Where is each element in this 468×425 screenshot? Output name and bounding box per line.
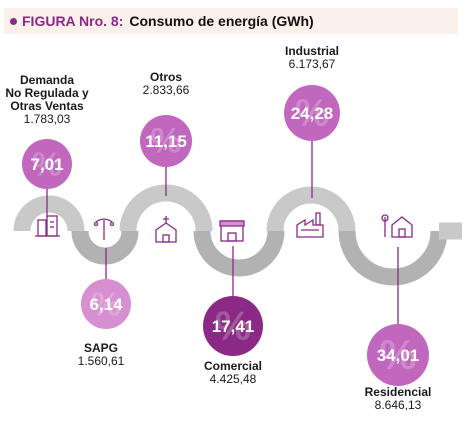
store-icon — [219, 220, 245, 242]
category-value: 6.173,67 — [289, 57, 336, 71]
category-value: 1.560,61 — [78, 354, 125, 368]
percent-value: 6,14 — [89, 295, 123, 314]
category-4: %17,41 — [203, 246, 263, 356]
percent-watermark: % — [150, 122, 181, 161]
percent-bubble — [22, 139, 72, 189]
road-arc-1 — [13, 195, 85, 232]
percent-watermark: % — [91, 285, 121, 323]
category-name: Otros — [150, 70, 182, 84]
figure-number: FIGURA Nro. 8: — [22, 13, 124, 29]
figure-title: Consumo de energía (GWh) — [129, 13, 314, 29]
category-name: Otras Ventas — [10, 99, 84, 113]
category-name: Comercial — [204, 359, 262, 373]
percent-bubble — [367, 324, 429, 386]
category-2: %6,14 — [81, 248, 131, 329]
percent-value: 11,15 — [145, 132, 187, 151]
category-value: 1.783,03 — [24, 112, 71, 126]
percent-watermark: % — [379, 331, 416, 378]
category-name: Residencial — [365, 385, 432, 399]
percent-value: 7,01 — [30, 155, 63, 174]
category-6: %34,01 — [367, 247, 429, 386]
figure-header: FIGURA Nro. 8: Consumo de energía (GWh) — [4, 8, 458, 34]
category-value: 8.646,13 — [375, 398, 422, 412]
buildings-icon — [35, 215, 60, 237]
category-name: SAPG — [84, 341, 118, 355]
percent-bubble — [140, 115, 192, 167]
church-icon — [155, 216, 177, 243]
category-5: %24,28 — [284, 85, 340, 198]
percent-value: 34,01 — [377, 346, 420, 365]
road-arc-3 — [119, 184, 213, 232]
road-arc-4 — [193, 230, 285, 277]
percent-value: 24,28 — [291, 104, 334, 123]
percent-value: 17,41 — [212, 317, 255, 336]
category-value: 2.833,66 — [143, 83, 190, 97]
category-icons — [35, 212, 413, 243]
percent-bubble — [203, 296, 263, 356]
house-icon — [381, 214, 413, 238]
percent-bubble — [81, 279, 131, 329]
category-name: No Regulada y — [5, 86, 89, 100]
road-arcs — [13, 184, 462, 286]
road-arc-6 — [338, 230, 448, 286]
category-name: Demanda — [20, 73, 74, 87]
category-name: Industrial — [285, 44, 339, 58]
street-lamp-icon — [93, 218, 115, 240]
category-1: %7,01 — [22, 139, 72, 218]
header-bullet — [10, 17, 17, 25]
road-arc-2 — [71, 230, 139, 265]
category-value: 4.425,48 — [210, 372, 257, 386]
percent-bubble — [284, 85, 340, 141]
percent-watermark: % — [32, 145, 62, 183]
category-3: %11,15 — [140, 115, 192, 196]
percent-watermark: % — [295, 93, 329, 135]
percent-watermark: % — [215, 303, 251, 349]
factory-icon — [296, 212, 324, 238]
road-arc-5 — [266, 186, 356, 232]
